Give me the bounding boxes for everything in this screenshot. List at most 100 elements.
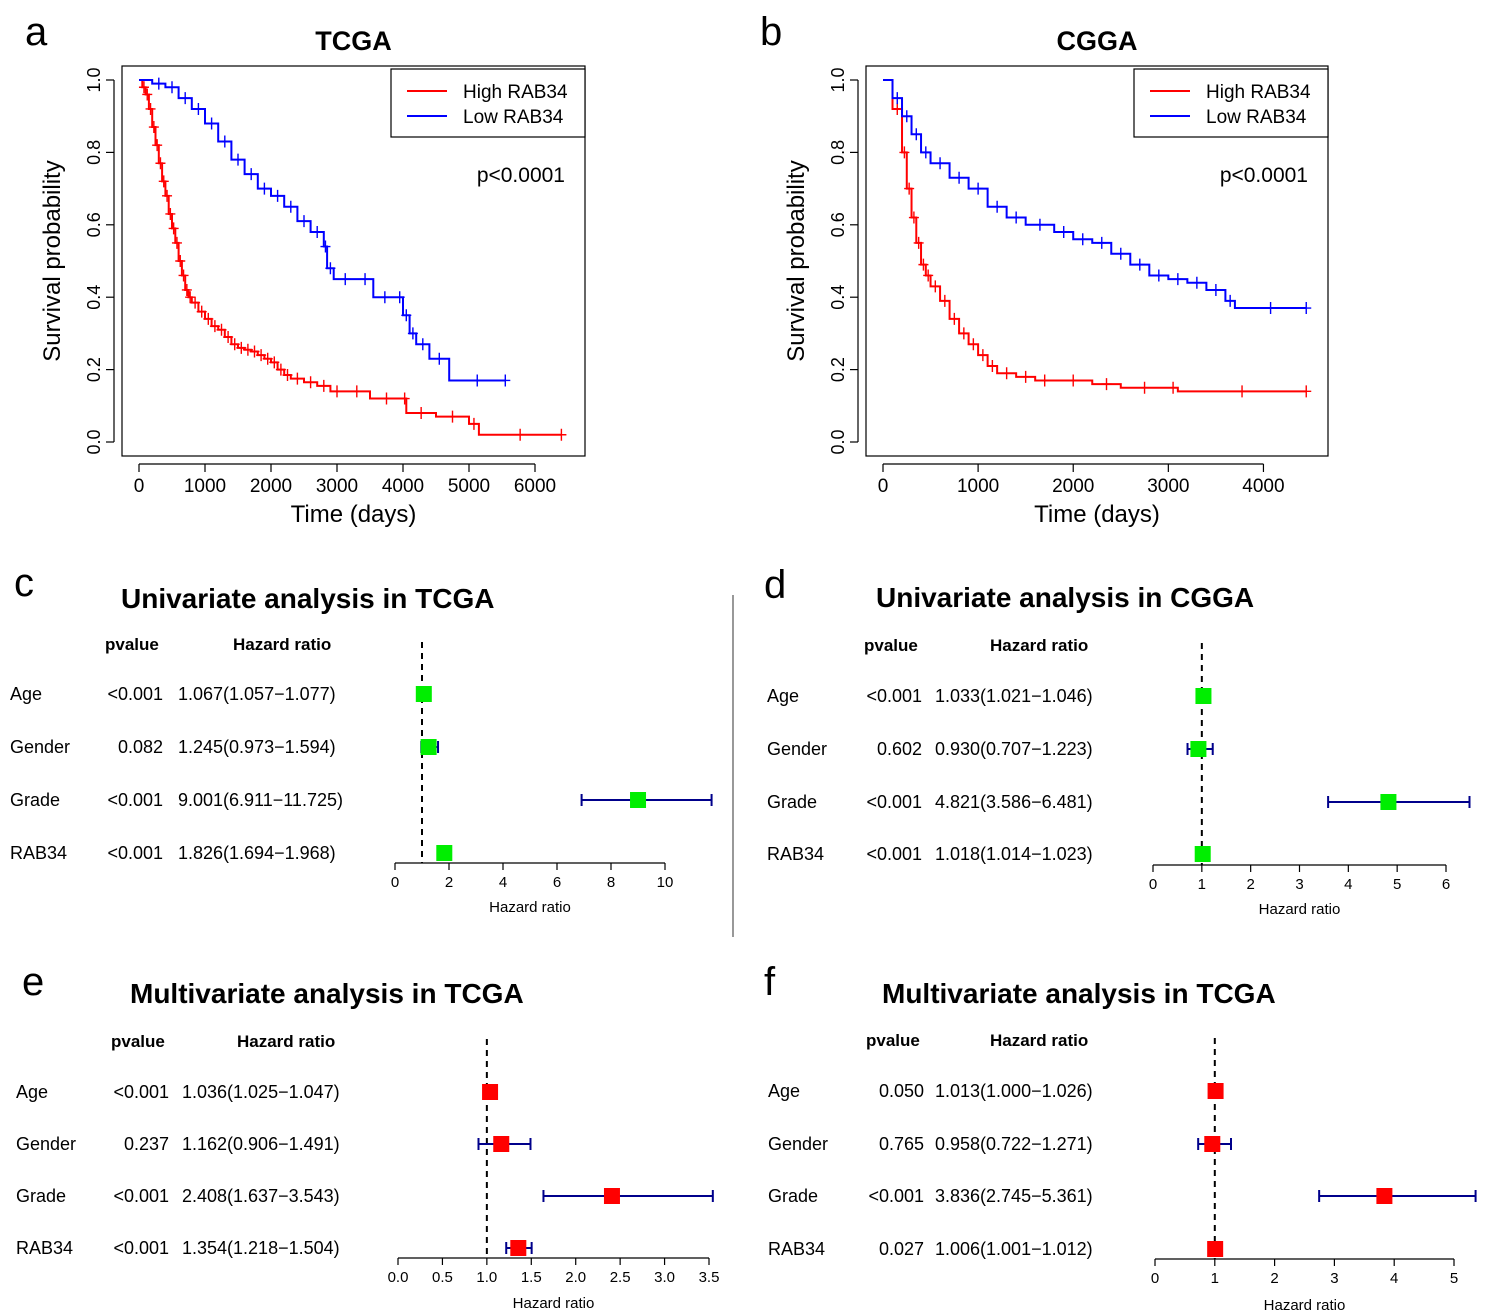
- censor-mark: [223, 331, 234, 344]
- censor-mark: [209, 320, 220, 333]
- censor-mark: [190, 296, 201, 309]
- censor-mark: [275, 363, 286, 376]
- plot-frame: [121, 65, 586, 457]
- row-pvalue: <0.001: [113, 1238, 169, 1258]
- row-pvalue: <0.001: [868, 1186, 924, 1206]
- row-label: Grade: [767, 792, 817, 812]
- row-label: RAB34: [10, 843, 67, 863]
- row-label: Grade: [16, 1186, 66, 1206]
- x-tick-label: 0: [1149, 876, 1157, 893]
- hazard-ratio-marker: [603, 1188, 620, 1204]
- column-header-hazard-ratio: Hazard ratio: [237, 1032, 335, 1051]
- censor-mark: [500, 374, 511, 387]
- y-tick-label: 0.2: [828, 357, 848, 382]
- censor-mark: [434, 352, 445, 365]
- censor-mark: [949, 312, 960, 325]
- censor-mark: [1039, 374, 1050, 387]
- y-tick-label: 0.4: [828, 285, 848, 310]
- legend-box: [1133, 68, 1329, 138]
- x-tick-label: 1: [1211, 1270, 1219, 1287]
- forest-panel-c: c Univariate analysis in TCGA pvalue Hazard…: [10, 561, 713, 916]
- x-tick-label: 1.0: [476, 1269, 497, 1286]
- row-pvalue: 0.765: [879, 1134, 924, 1154]
- row-pvalue: <0.001: [113, 1186, 169, 1206]
- row-label: RAB34: [767, 844, 824, 864]
- forest-panel-f: f Multivariate analysis in TCGA pvalue Haza…: [764, 960, 1477, 1314]
- x-tick-label: 0.0: [388, 1269, 409, 1286]
- row-pvalue: 0.602: [877, 739, 922, 759]
- row-label: Gender: [10, 737, 70, 757]
- censor-mark: [1068, 374, 1079, 387]
- censor-mark: [206, 117, 217, 130]
- panel-letter-b: b: [760, 10, 782, 54]
- x-tick-label: 3: [1330, 1270, 1338, 1287]
- x-axis-label: Time (days): [1034, 501, 1160, 528]
- x-tick-label: 2.0: [565, 1269, 586, 1286]
- censor-mark: [394, 291, 405, 304]
- row-pvalue: <0.001: [107, 790, 163, 810]
- x-tick-label: 4: [1390, 1270, 1398, 1287]
- chart-title: TCGA: [315, 26, 392, 56]
- censor-mark: [262, 352, 273, 365]
- row-label: Age: [10, 684, 42, 704]
- censor-mark: [1225, 294, 1236, 307]
- hazard-ratio-marker: [415, 686, 432, 702]
- censor-mark: [351, 385, 362, 398]
- censor-mark: [340, 273, 351, 286]
- censor-mark: [911, 128, 922, 141]
- censor-mark: [320, 240, 331, 253]
- x-tick-label: 2: [1246, 876, 1254, 893]
- survival-curve-low: [139, 79, 506, 382]
- row-hazard-ratio: 4.821(3.586−6.481): [935, 792, 1093, 812]
- y-tick-label: 0.8: [84, 140, 104, 165]
- panel-letter-e: e: [22, 960, 44, 1004]
- censor-mark: [899, 146, 910, 159]
- row-pvalue: <0.001: [866, 792, 922, 812]
- hazard-ratio-marker: [1194, 846, 1211, 862]
- x-tick-label: 4: [499, 874, 507, 891]
- hazard-ratio-marker: [482, 1084, 499, 1100]
- panel-letter-c: c: [14, 561, 34, 605]
- panel-letter-a: a: [25, 10, 48, 54]
- x-axis-label: Time (days): [291, 501, 417, 528]
- censor-mark: [148, 121, 159, 134]
- censor-mark: [305, 376, 316, 389]
- survival-curve-low: [883, 79, 1307, 310]
- hazard-ratio-marker: [493, 1136, 510, 1152]
- censor-mark: [299, 215, 309, 228]
- censor-mark: [1077, 233, 1088, 246]
- censor-mark: [992, 200, 1003, 213]
- censor-mark: [272, 189, 283, 202]
- censor-mark: [417, 338, 428, 351]
- censor-mark: [175, 255, 186, 267]
- x-tick-label: 2: [445, 874, 453, 891]
- censor-mark: [360, 273, 371, 286]
- censor-mark: [930, 280, 941, 293]
- censor-mark: [332, 385, 342, 398]
- censor-mark: [203, 312, 214, 325]
- censor-mark: [1139, 381, 1150, 394]
- row-label: Age: [768, 1081, 800, 1101]
- plot-frame: [865, 65, 1329, 457]
- row-hazard-ratio: 1.354(1.218−1.504): [182, 1238, 340, 1258]
- x-tick-label: 3000: [316, 476, 358, 497]
- row-label: Gender: [768, 1134, 828, 1154]
- censor-mark: [515, 428, 526, 441]
- censor-mark: [1301, 385, 1312, 398]
- y-tick-label: 1.0: [84, 67, 104, 92]
- x-axis-label: Hazard ratio: [1264, 1297, 1346, 1314]
- row-hazard-ratio: 0.930(0.707−1.223): [935, 739, 1093, 759]
- censor-mark: [1301, 302, 1312, 315]
- censor-mark: [556, 428, 567, 441]
- hazard-ratio-marker: [1376, 1188, 1393, 1204]
- censor-mark: [892, 102, 903, 115]
- row-pvalue: <0.001: [107, 843, 163, 863]
- censor-mark: [1153, 269, 1164, 282]
- censor-mark: [381, 392, 392, 405]
- censor-mark: [269, 356, 280, 369]
- x-tick-label: 2.5: [610, 1269, 631, 1286]
- y-tick-label: 0.6: [828, 212, 848, 237]
- hazard-ratio-marker: [1380, 794, 1397, 810]
- censor-mark: [216, 323, 227, 336]
- hazard-ratio-marker: [1190, 741, 1207, 757]
